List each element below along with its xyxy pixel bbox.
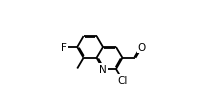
Text: N: N xyxy=(99,65,107,74)
Text: Cl: Cl xyxy=(117,75,128,85)
Text: O: O xyxy=(138,43,146,53)
Text: F: F xyxy=(61,43,67,53)
